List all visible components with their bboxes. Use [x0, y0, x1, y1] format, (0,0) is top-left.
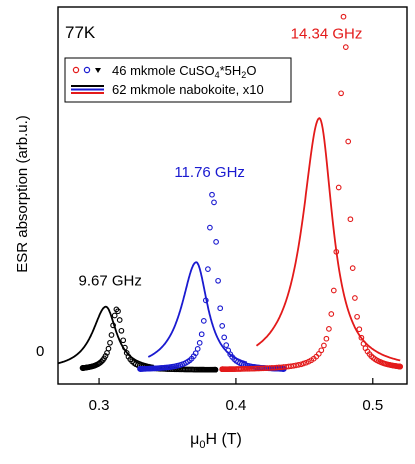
legend-reference-label-sub2: 2 [241, 70, 246, 80]
y-axis-label: ESR absorption (arb.u.) [14, 115, 31, 273]
reference-point-2 [219, 323, 226, 329]
x-axis-label-subscript: 0 [199, 439, 205, 451]
x-axis-label-mu: μ [190, 431, 199, 448]
frequency-label-1: 11.76 GHz [174, 164, 245, 181]
reference-point-4 [318, 347, 325, 354]
reference-point-4 [303, 359, 309, 366]
reference-point-4 [248, 365, 254, 372]
reference-point-4 [300, 360, 307, 367]
legend-reference-markers [72, 66, 101, 74]
reference-point-4 [354, 313, 360, 320]
reference-point-2 [200, 318, 207, 324]
reference-point-4 [328, 311, 335, 317]
reference-point-2 [194, 346, 201, 352]
reference-point-2 [221, 334, 228, 341]
reference-point-0 [120, 337, 127, 344]
legend-reference-label-rest: *5H [220, 63, 242, 78]
sample-line-3 [147, 261, 248, 364]
x-tick-label: 0.5 [362, 397, 383, 414]
reference-point-0 [102, 353, 109, 359]
x-axis-label: μ0H (T) [190, 431, 242, 451]
reference-point-4 [242, 365, 249, 372]
legend-marker-red [72, 66, 80, 74]
legend-reference-label: 46 mkmole CuSO4*5H2O [112, 63, 256, 80]
reference-point-4 [340, 13, 347, 20]
reference-point-4 [293, 362, 299, 369]
legend: 46 mkmole CuSO4*5H2O 62 mkmole nabokoite… [64, 57, 292, 103]
x-tick-label: 0.4 [225, 397, 246, 414]
frequency-label-0: 9.67 GHz [79, 273, 142, 290]
reference-point-2 [217, 305, 224, 312]
reference-point-4 [326, 326, 332, 332]
data-series-group [57, 13, 404, 373]
legend-marker-black [95, 68, 101, 73]
sample-line-1 [57, 305, 154, 367]
frequency-labels: 9.67 GHz 11.76 GHz 14.34 GHz [79, 26, 363, 290]
reference-point-4 [342, 44, 349, 50]
reference-point-4 [356, 326, 363, 333]
reference-point-4 [338, 90, 344, 97]
sample-line-5 [255, 117, 401, 362]
reference-point-0 [107, 339, 113, 346]
reference-point-2 [196, 340, 203, 346]
reference-point-4 [298, 361, 304, 368]
x-tick-label: 0.3 [89, 397, 110, 414]
reference-point-4 [244, 365, 251, 372]
temperature-label: 77K [65, 23, 96, 42]
frequency-label-2: 14.34 GHz [291, 26, 363, 43]
reference-point-4 [335, 184, 342, 191]
reference-point-0 [111, 312, 118, 319]
reference-point-4 [397, 363, 404, 370]
reference-point-0 [108, 332, 115, 338]
legend-reference-label-sub: 4 [215, 70, 220, 80]
reference-point-4 [349, 265, 356, 271]
reference-point-2 [223, 342, 230, 348]
legend-sample-lines [71, 85, 104, 94]
legend-marker-blue [83, 66, 91, 74]
reference-point-0 [212, 366, 219, 373]
reference-point-4 [358, 334, 365, 341]
reference-point-2 [205, 266, 211, 272]
reference-point-2 [211, 199, 217, 206]
y-zero-label: 0 [36, 343, 44, 360]
reference-point-2 [207, 224, 213, 231]
x-axis-label-rest: H (T) [205, 431, 241, 448]
reference-point-4 [330, 287, 337, 294]
reference-point-2 [198, 331, 205, 338]
reference-point-0 [116, 317, 123, 323]
reference-point-0 [115, 308, 121, 315]
reference-point-2 [213, 239, 219, 245]
reference-point-4 [323, 335, 330, 342]
reference-point-2 [215, 277, 221, 284]
reference-point-4 [252, 365, 258, 372]
reference-point-0 [105, 345, 112, 352]
reference-point-2 [209, 191, 215, 198]
plot-frame [57, 6, 408, 385]
legend-sample-label: 62 mkmole nabokoite, x10 [112, 82, 264, 97]
reference-point-4 [321, 342, 327, 349]
legend-reference-label-main: 46 mkmole CuSO [112, 63, 215, 78]
reference-point-4 [347, 216, 354, 223]
legend-box [64, 57, 292, 103]
reference-point-4 [352, 295, 358, 301]
reference-point-4 [345, 138, 352, 145]
reference-point-4 [295, 362, 302, 368]
legend-reference-label-end: O [246, 63, 256, 78]
reference-point-4 [250, 365, 256, 372]
reference-point-0 [118, 327, 125, 334]
x-axis-ticks: 0.3 0.4 0.5 [89, 378, 383, 414]
